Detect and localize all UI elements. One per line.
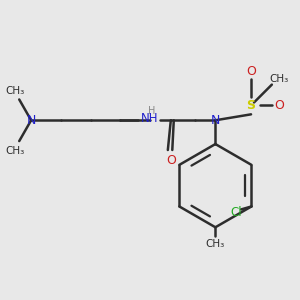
Text: NH: NH	[141, 112, 159, 125]
Text: O: O	[166, 154, 176, 167]
Text: CH₃: CH₃	[270, 74, 289, 84]
Text: CH₃: CH₃	[5, 85, 24, 96]
Text: O: O	[274, 99, 284, 112]
Text: CH₃: CH₃	[5, 146, 24, 157]
Text: O: O	[246, 65, 256, 78]
Text: S: S	[247, 99, 256, 112]
Text: N: N	[211, 114, 220, 127]
Text: N: N	[26, 114, 36, 127]
Text: H: H	[148, 106, 155, 116]
Text: Cl: Cl	[231, 206, 242, 219]
Text: CH₃: CH₃	[206, 238, 225, 249]
